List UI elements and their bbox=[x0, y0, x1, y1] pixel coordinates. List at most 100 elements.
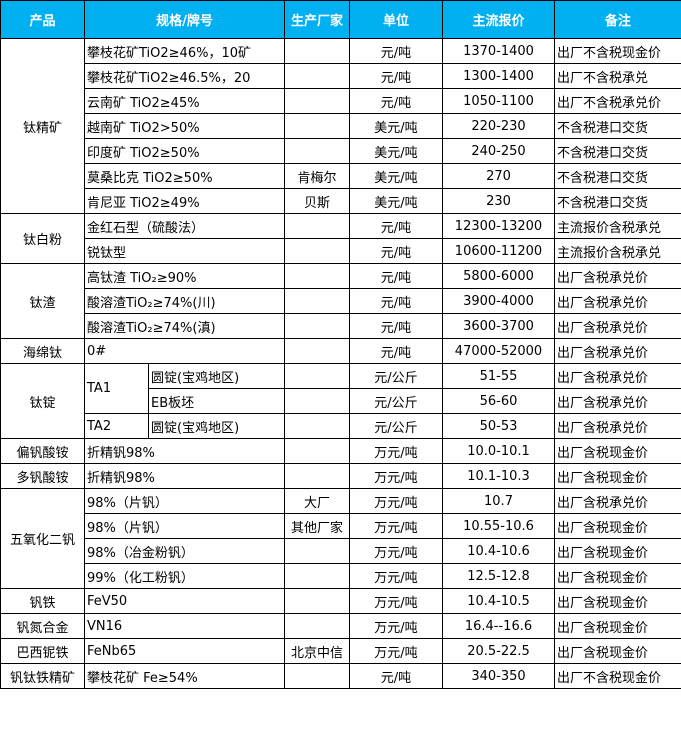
table-row: 巴西铌铁 FeNb65 北京中信 万元/吨 20.5-22.5 出厂含税现金价 bbox=[0, 638, 681, 664]
table-row: TA2 圆锭(宝鸡地区) 元/公斤 50-53 出厂含税承兑价 bbox=[1, 413, 681, 439]
unit: 元/吨 bbox=[349, 238, 443, 264]
note: 出厂不含税现金价 bbox=[554, 663, 681, 689]
spec: 99%（化工粉钒） bbox=[84, 563, 285, 589]
note: 不含税港口交货 bbox=[554, 113, 681, 139]
price: 1050-1100 bbox=[442, 88, 555, 114]
product-name: 巴西铌铁 bbox=[0, 638, 85, 664]
maker bbox=[284, 338, 350, 364]
unit: 万元/吨 bbox=[349, 613, 443, 639]
maker bbox=[284, 563, 350, 589]
maker bbox=[284, 88, 350, 114]
spec: 云南矿 TiO2≥45% bbox=[84, 88, 285, 114]
maker bbox=[284, 663, 350, 689]
grade: TA2 bbox=[84, 413, 149, 439]
spec: 金红石型（硫酸法） bbox=[84, 213, 285, 239]
price: 20.5-22.5 bbox=[442, 638, 555, 664]
price: 10.4-10.6 bbox=[442, 538, 555, 564]
note: 不含税港口交货 bbox=[554, 188, 681, 214]
table-row: 钛精矿 攀枝花矿TiO2≥46%，10矿 元/吨 1370-1400 出厂不含税现金价 bbox=[0, 38, 681, 214]
price: 240-250 bbox=[442, 138, 555, 164]
note: 出厂含税现金价 bbox=[554, 538, 681, 564]
maker: 贝斯 bbox=[284, 188, 350, 214]
product-name: 偏钒酸铵 bbox=[0, 438, 85, 464]
spec: FeNb65 bbox=[84, 638, 285, 664]
spec: 酸溶渣TiO₂≥74%(滇) bbox=[84, 313, 285, 339]
unit: 元/公斤 bbox=[349, 363, 443, 389]
note: 出厂含税承兑价 bbox=[554, 363, 681, 389]
note: 出厂含税承兑价 bbox=[554, 488, 681, 514]
price: 51-55 bbox=[442, 363, 555, 389]
product-name: 海绵钛 bbox=[0, 338, 85, 364]
product-name: 钒铁 bbox=[0, 588, 85, 614]
price: 5800-6000 bbox=[442, 263, 555, 289]
price: 10.0-10.1 bbox=[442, 438, 555, 464]
price: 10.1-10.3 bbox=[442, 463, 555, 489]
price: 12300-13200 bbox=[442, 213, 555, 239]
spec: FeV50 bbox=[84, 588, 285, 614]
maker bbox=[284, 363, 350, 389]
maker bbox=[284, 113, 350, 139]
maker bbox=[284, 438, 350, 464]
maker: 北京中信 bbox=[284, 638, 350, 664]
maker bbox=[284, 288, 350, 314]
maker bbox=[284, 538, 350, 564]
unit: 万元/吨 bbox=[349, 538, 443, 564]
price: 230 bbox=[442, 188, 555, 214]
note: 主流报价含税承兑 bbox=[554, 213, 681, 239]
product-name: 钒氮合金 bbox=[0, 613, 85, 639]
spec: 高钛渣 TiO₂≥90% bbox=[84, 263, 285, 289]
spec: 98%（片钒） bbox=[84, 513, 285, 539]
header-spec: 规格/牌号 bbox=[84, 0, 285, 39]
table-row: 越南矿 TiO2>50% 美元/吨 220-230 不含税港口交货 bbox=[1, 113, 681, 139]
table-row: 多钒酸铵 折精钒98% 万元/吨 10.1-10.3 出厂含税现金价 bbox=[0, 463, 681, 489]
price: 12.5-12.8 bbox=[442, 563, 555, 589]
price: 16.4--16.6 bbox=[442, 613, 555, 639]
spec: 98%（片钒） bbox=[84, 488, 285, 514]
price: 47000-52000 bbox=[442, 338, 555, 364]
product-name: 钛锭 bbox=[0, 363, 85, 439]
header-price: 主流报价 bbox=[442, 0, 555, 39]
header-unit: 单位 bbox=[349, 0, 443, 39]
price: 1370-1400 bbox=[442, 38, 555, 64]
price: 340-350 bbox=[442, 663, 555, 689]
product-name: 钛白粉 bbox=[0, 213, 85, 264]
unit: 万元/吨 bbox=[349, 513, 443, 539]
table-row: 锐钛型 元/吨 10600-11200 主流报价含税承兑 bbox=[1, 238, 681, 264]
note: 出厂含税承兑价 bbox=[554, 288, 681, 314]
table-row: 肯尼亚 TiO2≥49% 贝斯 美元/吨 230 不含税港口交货 bbox=[1, 188, 681, 214]
spec: 越南矿 TiO2>50% bbox=[84, 113, 285, 139]
unit: 万元/吨 bbox=[349, 438, 443, 464]
note: 主流报价含税承兑 bbox=[554, 238, 681, 264]
spec: 98%（冶金粉钒） bbox=[84, 538, 285, 564]
header-product: 产品 bbox=[0, 0, 85, 39]
spec: 印度矿 TiO2≥50% bbox=[84, 138, 285, 164]
unit: 美元/吨 bbox=[349, 163, 443, 189]
note: 出厂含税现金价 bbox=[554, 613, 681, 639]
unit: 万元/吨 bbox=[349, 563, 443, 589]
maker: 大厂 bbox=[284, 488, 350, 514]
note: 出厂含税现金价 bbox=[554, 563, 681, 589]
maker bbox=[284, 388, 350, 414]
table-row: 99%（化工粉钒） 万元/吨 12.5-12.8 出厂含税现金价 bbox=[1, 563, 681, 589]
spec: 圆锭(宝鸡地区) bbox=[148, 363, 285, 389]
price: 56-60 bbox=[442, 388, 555, 414]
note: 不含税港口交货 bbox=[554, 163, 681, 189]
price: 220-230 bbox=[442, 113, 555, 139]
maker bbox=[284, 413, 350, 439]
price: 10.7 bbox=[442, 488, 555, 514]
table-row: 酸溶渣TiO₂≥74%(川) 元/吨 3900-4000 出厂含税承兑价 bbox=[1, 288, 681, 314]
unit: 元/吨 bbox=[349, 288, 443, 314]
maker bbox=[284, 38, 350, 64]
table-row: 钒钛铁精矿 攀枝花矿 Fe≥54% 元/吨 340-350 出厂不含税现金价 bbox=[0, 663, 681, 689]
unit: 美元/吨 bbox=[349, 188, 443, 214]
table-row: 钒氮合金 VN16 万元/吨 16.4--16.6 出厂含税现金价 bbox=[0, 613, 681, 639]
spec: 攀枝花矿 Fe≥54% bbox=[84, 663, 285, 689]
grade: TA1 bbox=[84, 363, 149, 414]
maker bbox=[284, 613, 350, 639]
product-name: 五氧化二钒 bbox=[0, 488, 85, 589]
unit: 元/吨 bbox=[349, 313, 443, 339]
maker bbox=[284, 63, 350, 89]
unit: 万元/吨 bbox=[349, 588, 443, 614]
maker: 其他厂家 bbox=[284, 513, 350, 539]
unit: 元/吨 bbox=[349, 63, 443, 89]
